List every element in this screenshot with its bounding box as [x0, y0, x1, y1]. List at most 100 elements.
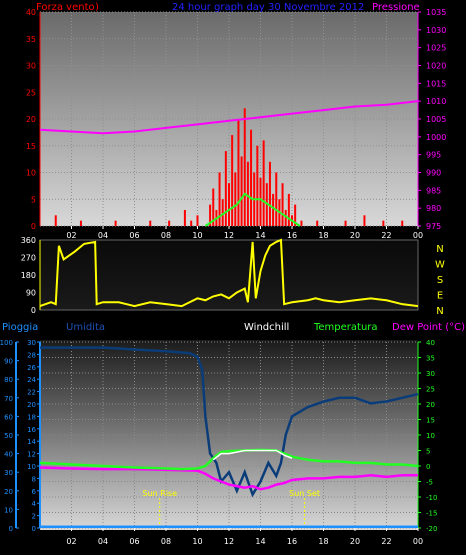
wind-gust-bar — [382, 220, 385, 226]
hour-label: 12 — [224, 537, 234, 546]
humidity-tick-label: 50 — [4, 432, 13, 440]
hour-label: 00 — [413, 231, 423, 240]
pressure-series — [39, 100, 419, 135]
humidity-line — [40, 346, 419, 498]
compass-label: N — [436, 306, 443, 317]
pressure-tick-label: 980 — [426, 204, 441, 213]
wind-gust-bar — [196, 215, 199, 226]
temperature-tick-label: 10 — [426, 432, 435, 440]
hour-label: 04 — [98, 231, 108, 240]
temperature-tick-label: 5 — [426, 448, 430, 456]
hour-label: 16 — [287, 537, 297, 546]
wind-tick-label: 0 — [31, 222, 36, 231]
hour-label: 18 — [318, 537, 328, 546]
rain-tick-label: 12 — [27, 451, 36, 459]
wind-gust-bar — [240, 156, 243, 226]
wind-gust-bar — [256, 145, 259, 226]
humidity-tick-label: 10 — [4, 506, 13, 514]
rain-tick-label: 4 — [32, 500, 37, 508]
wind-average-line — [204, 192, 301, 227]
hour-label: 06 — [129, 537, 139, 546]
pressure-tick-label: 975 — [426, 222, 441, 231]
sun-markers: Sun Rise Sun Set — [142, 489, 320, 528]
rain-tick-label: 2 — [32, 513, 36, 521]
wind-gust-bar — [224, 151, 227, 226]
temperature-tick-label: 40 — [426, 339, 435, 347]
dewpoint-legend: Dew Point (°C) — [392, 322, 465, 333]
pressure-tick-label: 1000 — [426, 133, 446, 142]
wind-tick-label: 30 — [26, 62, 36, 71]
humidity-tick-label: 20 — [4, 488, 13, 496]
wind-gust-bar — [275, 172, 278, 226]
temperature-tick-label: 25 — [426, 386, 435, 394]
humidity-tick-label: 100 — [0, 339, 13, 347]
rain-tick-label: 22 — [27, 389, 36, 397]
rain-axis-title: Pioggia — [2, 322, 38, 333]
sunrise-label: Sun Rise — [142, 489, 177, 498]
humidity-axis-title: Umidita — [66, 322, 105, 333]
pressure-tick-label: 1035 — [426, 8, 446, 17]
wind-average-series — [204, 192, 301, 227]
pressure-tick-label: 990 — [426, 169, 441, 178]
wind-gust-bar — [281, 183, 284, 226]
hour-label: 16 — [287, 231, 297, 240]
pressure-tick-label: 1005 — [426, 115, 446, 124]
hour-label: 08 — [161, 231, 171, 240]
chart-title: 24 hour graph day 30 Novembre 2012 — [172, 2, 364, 13]
wind-gust-bar — [363, 215, 366, 226]
rain-tick-label: 10 — [27, 463, 36, 471]
direction-tick-label: 0 — [31, 306, 36, 315]
wind-tick-label: 25 — [26, 88, 36, 97]
hour-label: 10 — [192, 231, 202, 240]
hour-label: 08 — [161, 537, 171, 546]
wind-axis-title: Forza vento — [36, 2, 95, 13]
wind-tick-label: 35 — [26, 35, 36, 44]
humidity-tick-label: 80 — [4, 376, 13, 384]
humidity-tick-label: 30 — [4, 469, 13, 477]
direction-axis: 0 90 180 270 360 — [21, 236, 41, 315]
temperature-tick-label: 15 — [426, 417, 435, 425]
temperature-panel-hour-axis: 02 04 06 08 10 12 14 16 18 20 22 00 — [66, 528, 423, 546]
hour-label: 20 — [350, 537, 360, 546]
humidity-tick-label: 40 — [4, 451, 13, 459]
rain-tick-label: 28 — [27, 351, 36, 359]
direction-series — [39, 238, 419, 308]
wind-gust-bar — [401, 220, 404, 226]
pressure-axis: 975 980 985 990 995 1000 1005 1010 1015 1020 1025 1… — [417, 8, 446, 231]
hour-label: 02 — [66, 537, 76, 546]
wind-gust-bar — [272, 193, 275, 226]
rain-tick-label: 20 — [27, 401, 36, 409]
windchill-line — [212, 449, 293, 461]
temperature-tick-label: -20 — [426, 525, 437, 533]
temperature-legend: Temperatura — [313, 322, 378, 333]
wind-gust-bar — [237, 119, 240, 226]
rain-tick-label: 26 — [27, 364, 36, 372]
wind-gust-bar — [221, 199, 224, 226]
windchill-legend: Windchill — [244, 322, 289, 333]
humidity-tick-label: 70 — [4, 395, 13, 403]
wind-gust-bar — [284, 209, 287, 226]
pressure-tick-label: 1030 — [426, 26, 446, 35]
pressure-tick-label: 1015 — [426, 79, 446, 88]
direction-tick-label: 270 — [21, 254, 36, 263]
pressure-tick-label: 1020 — [426, 62, 446, 71]
compass-label: E — [437, 291, 443, 302]
sunset-label: Sun Set — [289, 489, 320, 498]
wind-gust-bar — [54, 215, 57, 226]
wind-gust-bar — [231, 135, 234, 226]
temperature-tick-label: -10 — [426, 494, 437, 502]
temperature-tick-label: 30 — [426, 370, 435, 378]
direction-tick-label: 180 — [21, 271, 36, 280]
wind-gust-bar — [149, 220, 152, 226]
wind-tick-label: 5 — [31, 195, 36, 204]
wind-gust-bar — [168, 220, 171, 226]
temperature-tick-label: 0 — [426, 463, 430, 471]
temperature-tick-label: 20 — [426, 401, 435, 409]
wind-gust-bar — [234, 172, 237, 226]
rain-tick-label: 30 — [27, 339, 36, 347]
rain-tick-label: 8 — [32, 475, 36, 483]
